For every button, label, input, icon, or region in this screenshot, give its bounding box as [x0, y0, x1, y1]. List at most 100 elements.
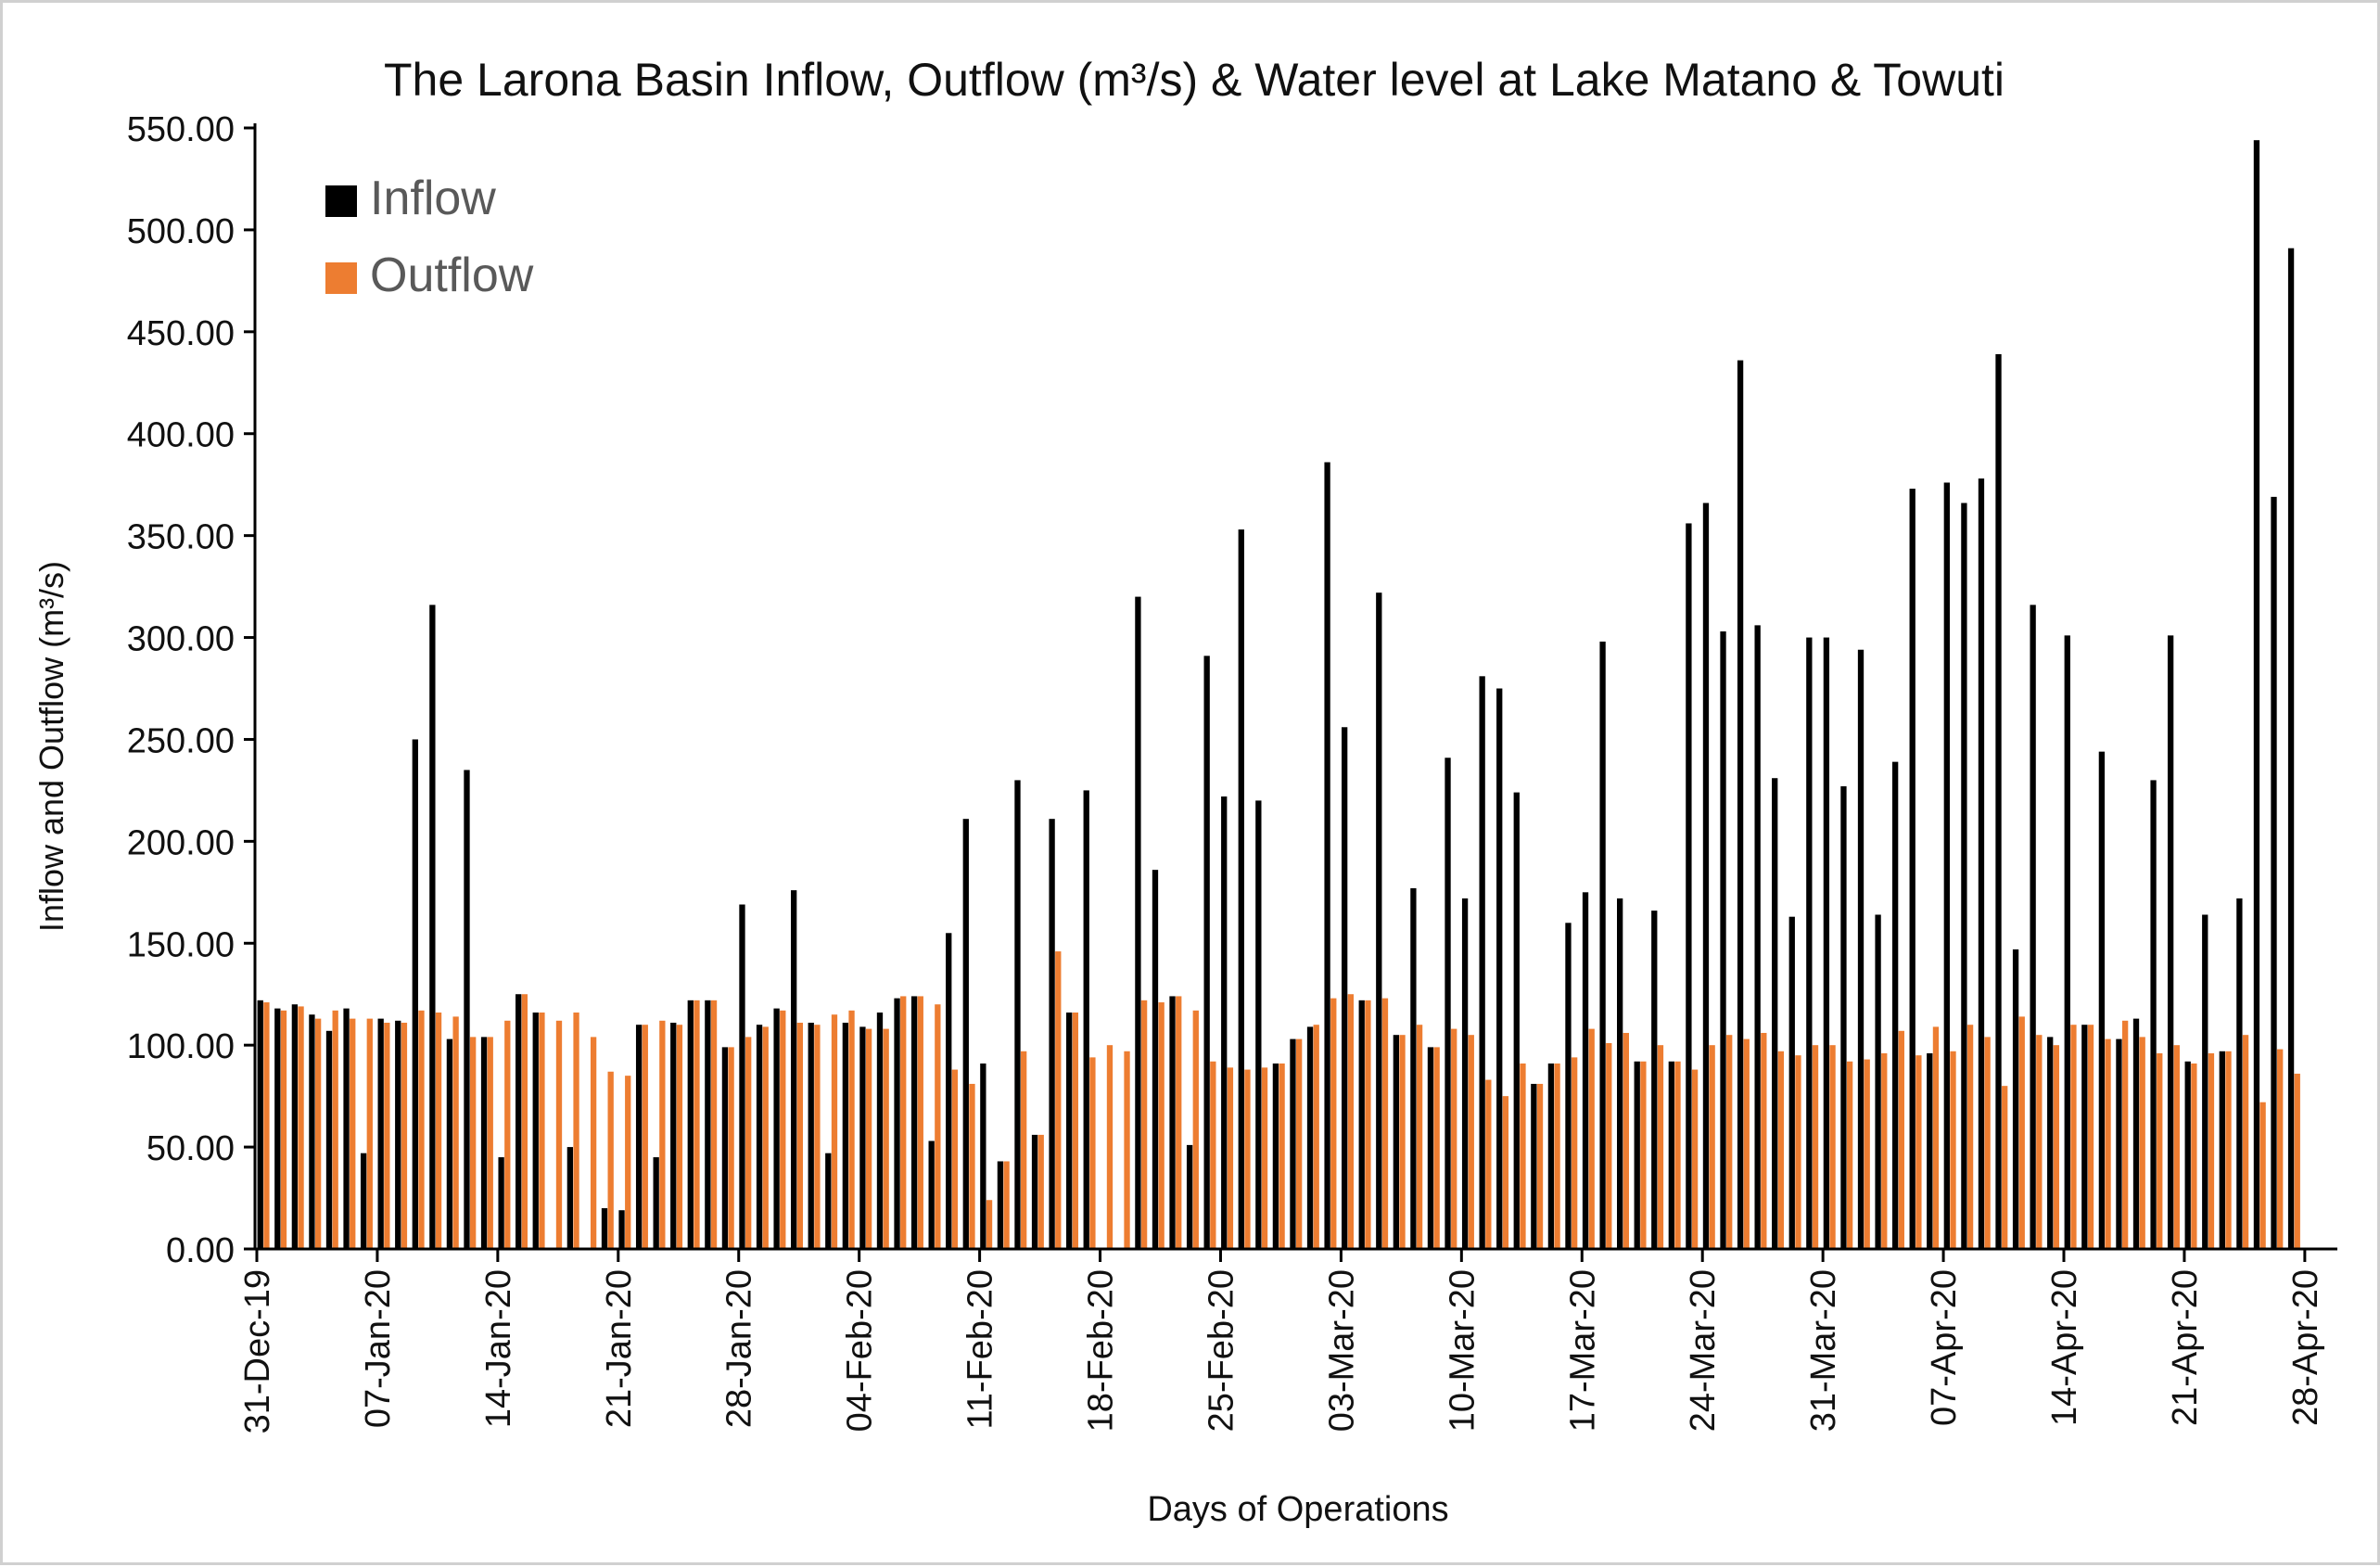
inflow-bar	[1565, 923, 1572, 1249]
outflow-bar	[1381, 998, 1389, 1249]
outflow-bar	[1829, 1045, 1836, 1249]
outflow-bar	[1468, 1035, 1474, 1249]
inflow-bar	[2202, 914, 2208, 1249]
inflow-bar	[566, 1147, 574, 1249]
inflow-bar	[377, 1018, 384, 1249]
legend-swatch-outflow	[325, 262, 357, 294]
outflow-bar	[1279, 1063, 1285, 1249]
inflow-bar	[1875, 914, 1881, 1249]
outflow-bar	[676, 1025, 683, 1249]
inflow-bar	[2184, 1061, 2191, 1249]
inflow-bar	[1754, 625, 1761, 1249]
inflow-bar	[601, 1208, 608, 1249]
inflow-bar	[2150, 780, 2157, 1249]
inflow-bar	[2081, 1025, 2088, 1249]
inflow-bar	[1461, 898, 1469, 1249]
inflow-bar	[1014, 780, 1021, 1249]
outflow-bar	[521, 994, 528, 1249]
inflow-bar	[2132, 1018, 2140, 1249]
inflow-bar	[2271, 496, 2277, 1249]
y-tick-label: 150.00	[127, 925, 235, 964]
outflow-bar	[1003, 1161, 1010, 1249]
outflow-bar	[2036, 1035, 2043, 1249]
outflow-bar	[1795, 1055, 1801, 1249]
y-tick-label: 400.00	[127, 416, 235, 455]
inflow-bar	[1049, 819, 1055, 1249]
inflow-bar	[1702, 503, 1710, 1249]
inflow-bar	[429, 605, 436, 1249]
outflow-bar	[694, 1000, 700, 1249]
inflow-bar	[2064, 635, 2070, 1249]
inflow-bar	[1324, 462, 1330, 1249]
inflow-bar	[842, 1023, 849, 1249]
inflow-bar	[1531, 1083, 1537, 1249]
outflow-bar	[2277, 1049, 2284, 1249]
outflow-bar	[951, 1069, 959, 1249]
outflow-bar	[2259, 1102, 2266, 1249]
outflow-bar	[2157, 1052, 2163, 1249]
plot-bars	[257, 140, 2300, 1250]
outflow-bar	[1140, 1000, 1148, 1249]
inflow-bar	[1909, 489, 1915, 1249]
inflow-bar	[1599, 641, 1606, 1249]
y-tick-label: 500.00	[127, 212, 235, 251]
inflow-bar	[1290, 1038, 1296, 1249]
outflow-bar	[1451, 1028, 1457, 1249]
outflow-bar	[1966, 1025, 1974, 1249]
outflow-bar	[1623, 1032, 1629, 1249]
x-tick-label: 28-Jan-20	[720, 1269, 759, 1428]
inflow-bar	[1582, 892, 1589, 1249]
outflow-bar	[935, 1004, 941, 1249]
inflow-bar	[1513, 792, 1520, 1249]
y-axis-label: Inflow and Outflow (m³/s)	[32, 561, 70, 932]
outflow-bar	[1709, 1045, 1715, 1249]
outflow-bar	[1106, 1045, 1114, 1249]
outflow-bar	[1244, 1069, 1251, 1249]
inflow-bar	[1427, 1047, 1434, 1249]
outflow-bar	[2208, 1052, 2215, 1249]
outflow-bar	[435, 1013, 442, 1249]
inflow-bar	[360, 1153, 367, 1249]
inflow-bar	[2047, 1037, 2054, 1249]
inflow-bar	[1031, 1134, 1038, 1249]
outflow-bar	[384, 1023, 390, 1249]
inflow-bar	[1857, 649, 1865, 1249]
outflow-bar	[1777, 1051, 1785, 1249]
inflow-bar	[894, 998, 900, 1249]
outflow-bar	[814, 1025, 821, 1249]
inflow-bar	[2253, 140, 2260, 1250]
outflow-bar	[1898, 1030, 1904, 1249]
outflow-bar	[1536, 1083, 1544, 1249]
outflow-bar	[745, 1037, 752, 1249]
inflow-bar	[446, 1038, 453, 1249]
outflow-bar	[1021, 1051, 1027, 1249]
outflow-bar	[625, 1076, 631, 1249]
outflow-bar	[710, 1000, 718, 1249]
inflow-bar	[2116, 1038, 2122, 1249]
outflow-bar	[1674, 1061, 1681, 1249]
inflow-bar	[1376, 592, 1382, 1249]
inflow-bar	[1152, 870, 1159, 1249]
outflow-bar	[762, 1026, 769, 1249]
y-tick-label: 450.00	[127, 314, 235, 353]
y-tick-label: 0.00	[166, 1231, 235, 1270]
outflow-bar	[1915, 1055, 1922, 1249]
inflow-bar	[2030, 605, 2036, 1249]
outflow-bar	[900, 996, 907, 1249]
inflow-bar	[721, 1047, 729, 1249]
outflow-bar	[1433, 1047, 1440, 1249]
y-axis-ticks: 0.00 50.00 100.00 150.00 200.00 250.00 300.00 3…	[127, 110, 255, 1270]
inflow-bar	[756, 1025, 763, 1249]
inflow-bar	[1410, 887, 1417, 1249]
inflow-bar	[1823, 637, 1830, 1249]
outflow-bar	[1950, 1051, 1956, 1249]
outflow-bar	[504, 1020, 511, 1249]
outflow-bar	[1657, 1045, 1664, 1249]
outflow-bar	[1588, 1028, 1595, 1249]
inflow-bar	[1342, 727, 1348, 1249]
outflow-bar	[1347, 994, 1354, 1249]
outflow-bar	[555, 1020, 563, 1249]
outflow-bar	[401, 1023, 408, 1249]
inflow-bar	[1788, 916, 1795, 1249]
outflow-bar	[780, 1010, 786, 1249]
